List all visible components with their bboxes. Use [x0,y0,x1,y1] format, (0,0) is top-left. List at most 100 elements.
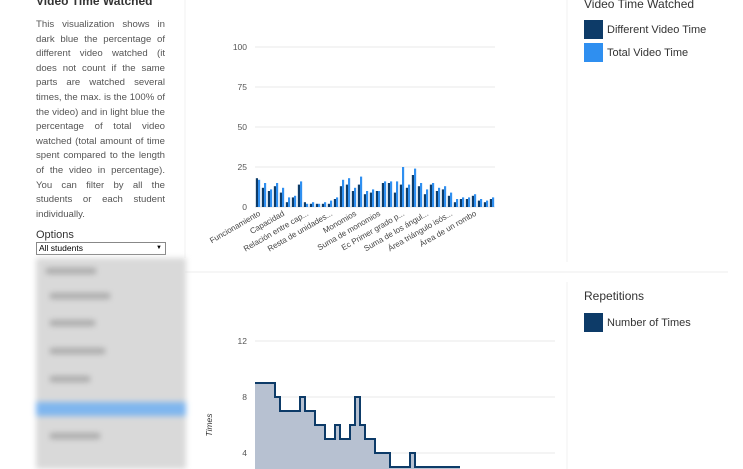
bar [297,184,300,207]
bar [318,203,321,207]
select-value: All students [39,243,83,254]
student-select[interactable]: All students ▼ [36,242,166,256]
bar [456,199,459,207]
legend-label: Number of Times [607,317,691,329]
y-tick-label: 4 [242,448,247,458]
bar [402,167,405,207]
bar [327,203,330,207]
y-tick-label: 25 [238,162,248,172]
bar [453,202,456,207]
bar [336,197,339,207]
legend-label: Different Video Time [607,24,706,36]
bar [354,187,357,207]
bar [483,202,486,207]
bar [324,202,327,207]
bar [291,197,294,207]
bar [279,192,282,207]
blurred-option [46,268,96,274]
y-axis-label: Times [204,413,214,437]
bar [351,191,354,207]
bar [471,195,474,207]
bar [294,195,297,207]
dropdown-list[interactable] [36,258,186,469]
bar [441,189,444,207]
bar [480,199,483,207]
blurred-option [50,320,95,326]
bar [306,203,309,207]
bar [342,179,345,207]
y-tick-label: 100 [233,42,247,52]
bar [384,181,387,207]
blurred-option [50,348,105,354]
bar [339,186,342,207]
bar [375,191,378,207]
bar [372,189,375,207]
bar [459,199,462,207]
bar [450,192,453,207]
bar [417,186,420,207]
bar [390,181,393,207]
bar [321,203,324,207]
bar [468,197,471,207]
bar [429,184,432,207]
bar [255,178,258,207]
y-tick-label: 75 [238,82,248,92]
legend-label: Total Video Time [607,47,688,59]
bar [414,168,417,207]
bar [363,194,366,207]
bar [285,202,288,207]
blurred-option [50,293,110,299]
bar [408,184,411,207]
y-tick-label: 8 [242,392,247,402]
legend-swatch [584,313,603,332]
sidebar-title: Video Time Watched [36,0,153,8]
step-line [255,382,460,468]
sidebar: Video Time Watched This visualization sh… [36,0,166,256]
bar [270,189,273,207]
bar [462,197,465,207]
bar [345,184,348,207]
bar [366,191,369,207]
bar [435,191,438,207]
bar [381,183,384,207]
bar [282,187,285,207]
bar [261,187,264,207]
dropdown-arrow: ▼ [156,245,162,252]
bar [474,194,477,207]
bar [357,184,360,207]
description: This visualization shows in dark blue th… [36,19,165,220]
bar [393,192,396,207]
bar [369,192,372,207]
highlighted-option [36,402,186,416]
blurred-option [50,433,100,439]
bar [489,199,492,207]
bar [411,175,414,207]
legend-title: Video Time Watched [584,0,694,11]
bar [258,179,261,207]
y-tick-label: 12 [238,336,248,346]
bar [405,187,408,207]
bar [300,181,303,207]
bar [486,200,489,207]
bar [438,187,441,207]
bar [303,202,306,207]
bar [360,176,363,207]
bar [273,186,276,207]
bar [348,178,351,207]
bar [267,191,270,207]
bar [288,197,291,207]
bar [447,195,450,207]
bar [444,186,447,207]
bar [423,194,426,207]
legend-title: Repetitions [584,289,644,303]
bar [396,181,399,207]
blurred-option [50,376,90,382]
legend-swatch [584,43,603,62]
legend-swatch [584,20,603,39]
area [255,383,460,469]
bar [432,183,435,207]
bar [330,200,333,207]
bar [378,191,381,207]
